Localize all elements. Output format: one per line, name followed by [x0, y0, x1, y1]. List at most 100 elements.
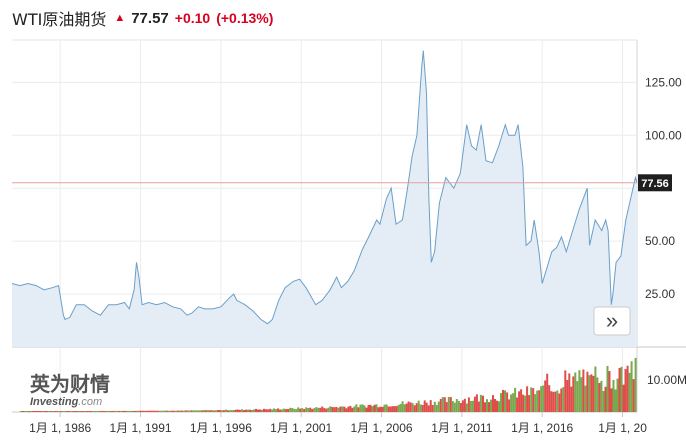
volume-bar — [620, 366, 623, 412]
volume-bar — [238, 409, 241, 412]
volume-bar — [68, 411, 71, 412]
volume-bar — [271, 409, 274, 412]
volume-bar — [52, 411, 55, 412]
y-tick-label: 100.00 — [645, 128, 682, 142]
volume-bar — [592, 375, 595, 412]
volume-bar — [608, 371, 611, 412]
volume-bar — [526, 386, 529, 412]
volume-bar — [544, 380, 547, 412]
volume-bar — [32, 411, 35, 412]
volume-bar — [98, 410, 101, 412]
volume-bar — [24, 411, 27, 412]
volume-bar — [174, 410, 177, 412]
volume-bar — [411, 403, 414, 412]
volume-bar — [108, 410, 111, 412]
logo-en-text: Investing.com — [30, 396, 102, 408]
volume-bar — [144, 410, 147, 412]
volume-bar — [110, 411, 113, 412]
volume-bar — [524, 395, 527, 412]
volume-bar — [158, 410, 161, 412]
y-axis-ticks: 25.00 50.00 100.00 125.00 — [645, 75, 682, 301]
volume-bar — [160, 410, 163, 412]
volume-bar — [124, 410, 127, 412]
y-tick-label: 125.00 — [645, 75, 682, 89]
last-price-label: 77.56 — [638, 174, 672, 192]
volume-bar — [259, 409, 261, 412]
volume-bar — [285, 409, 288, 412]
volume-bar — [479, 394, 482, 412]
volume-bar — [178, 410, 181, 412]
volume-bar — [393, 406, 396, 412]
volume-bar — [576, 381, 579, 412]
volume-bar — [315, 407, 318, 412]
volume-bar — [401, 401, 404, 412]
volume-bar — [459, 403, 462, 412]
volume-bar — [417, 400, 420, 412]
volume-bar — [283, 408, 286, 412]
volume-bar — [216, 410, 219, 412]
volume-bar — [218, 410, 221, 412]
volume-bar — [353, 406, 356, 412]
price-area-fill — [12, 50, 637, 347]
volume-bar — [232, 410, 235, 412]
volume-bar — [261, 409, 263, 412]
volume-bar — [502, 389, 504, 412]
volume-bar — [102, 411, 105, 412]
volume-bar — [184, 410, 187, 412]
volume-bar — [512, 393, 515, 412]
volume-bar — [48, 411, 51, 412]
x-axis-ticks: 1月 1, 1986 1月 1, 1991 1月 1, 1996 1月 1, 2001… — [29, 412, 647, 435]
volume-bar — [455, 399, 458, 412]
volume-bar — [88, 411, 91, 412]
volume-bar — [188, 410, 191, 412]
last-price-label-box — [638, 174, 672, 192]
volume-bar — [76, 411, 79, 412]
volume-bar — [58, 411, 61, 412]
volume-bar — [202, 410, 205, 412]
volume-bar — [297, 407, 300, 412]
volume-bar — [190, 410, 193, 412]
volume-bar — [415, 403, 418, 412]
volume-bar — [100, 410, 103, 412]
double-chevron-right-icon: » — [606, 308, 618, 333]
volume-bar — [146, 410, 149, 412]
volume-bar — [335, 407, 338, 412]
scroll-right-button[interactable]: » — [593, 306, 631, 336]
volume-bar — [556, 390, 559, 412]
volume-bar — [198, 410, 201, 412]
volume-bar — [46, 411, 49, 412]
volume-bar — [457, 400, 460, 412]
volume-bar — [295, 409, 298, 412]
volume-bar — [333, 407, 336, 412]
volume-bar — [28, 411, 31, 412]
volume-bar — [379, 406, 382, 412]
volume-bar — [293, 408, 296, 412]
volume-bar — [538, 390, 541, 412]
volume-bar — [224, 409, 227, 412]
volume-bar — [307, 408, 310, 412]
up-arrow-icon: ▲ — [114, 12, 126, 24]
volume-bar — [482, 395, 484, 412]
volume-bar — [331, 407, 334, 412]
volume-bar — [469, 401, 472, 412]
volume-bar — [255, 408, 257, 412]
volume-bar — [122, 410, 125, 412]
price-change-percent: (+0.13%) — [216, 10, 274, 26]
volume-bar — [604, 386, 607, 412]
volume-bar — [359, 404, 362, 412]
volume-bar — [375, 404, 378, 412]
volume-bar — [299, 408, 302, 412]
volume-bar — [586, 371, 589, 412]
volume-bar — [134, 410, 137, 412]
volume-bar — [590, 374, 593, 412]
volume-bar — [22, 411, 24, 412]
volume-bar — [477, 401, 480, 412]
volume-bar — [520, 389, 523, 412]
volume-bar — [92, 411, 95, 412]
volume-bar — [104, 411, 107, 412]
scroll-right-button-bg — [593, 306, 631, 336]
volume-bar — [600, 380, 603, 412]
volume-bar — [321, 406, 324, 412]
volume-bar — [120, 410, 123, 412]
